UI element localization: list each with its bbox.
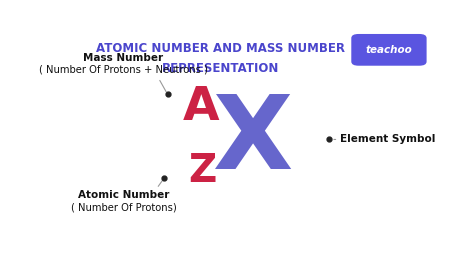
Text: Mass Number: Mass Number	[83, 52, 164, 63]
Text: ATOMIC NUMBER AND MASS NUMBER: ATOMIC NUMBER AND MASS NUMBER	[96, 42, 346, 55]
Text: REPRESENTATION: REPRESENTATION	[162, 62, 280, 75]
FancyBboxPatch shape	[351, 34, 427, 66]
Text: Atomic Number: Atomic Number	[78, 190, 169, 200]
Text: Element Symbol: Element Symbol	[340, 134, 436, 144]
Text: A: A	[182, 85, 219, 130]
Text: ( Number Of Protons): ( Number Of Protons)	[71, 202, 176, 212]
Text: Z: Z	[188, 152, 217, 190]
Text: ( Number Of Protons + Neutrons ): ( Number Of Protons + Neutrons )	[39, 65, 208, 75]
Text: X: X	[212, 90, 292, 191]
Text: teachoo: teachoo	[365, 45, 412, 55]
